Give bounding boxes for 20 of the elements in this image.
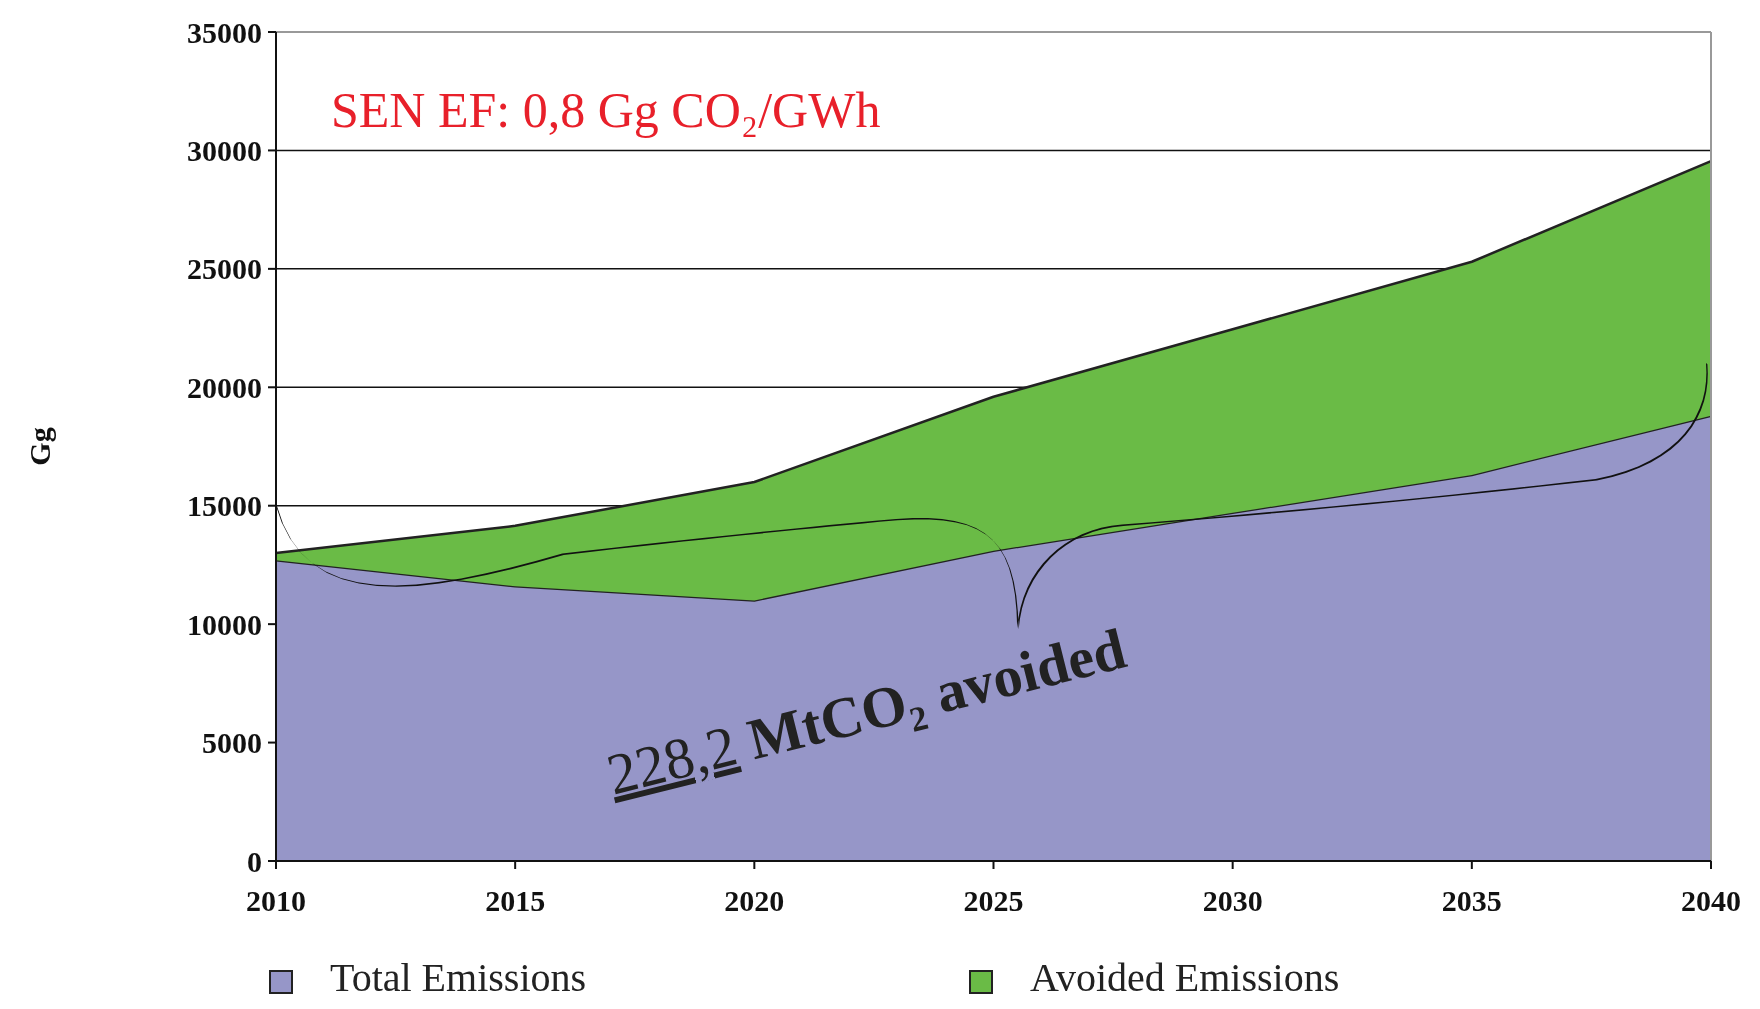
x-tick-label: 2030 — [1202, 884, 1263, 917]
x-tick-label: 2025 — [963, 884, 1024, 917]
y-tick-label: 30000 — [187, 133, 262, 167]
x-tick-label: 2015 — [485, 884, 546, 917]
annotation: SEN EF: 0,8 Gg CO₂/GWh — [331, 82, 881, 138]
x-tick-label: 2020 — [724, 884, 785, 917]
y-tick-label: 20000 — [187, 370, 262, 404]
y-tick-label: 0 — [247, 844, 262, 878]
y-tick-label: 15000 — [187, 489, 262, 523]
y-axis-title: Gg — [23, 427, 56, 466]
y-tick-label: 5000 — [202, 726, 262, 760]
x-tick-label: 2010 — [246, 884, 306, 917]
annotation: 228,2 MtCO₂ avoided — [600, 615, 1132, 808]
y-tick-label: 10000 — [187, 607, 262, 641]
x-tick-label: 2035 — [1441, 884, 1502, 917]
y-tick-label: 35000 — [187, 15, 262, 49]
x-tick-label: 2040 — [1681, 884, 1741, 917]
legend-label: Avoided Emissions — [1030, 955, 1340, 1000]
legend-label: Total Emissions — [330, 955, 587, 1000]
y-tick-label: 25000 — [187, 252, 262, 286]
